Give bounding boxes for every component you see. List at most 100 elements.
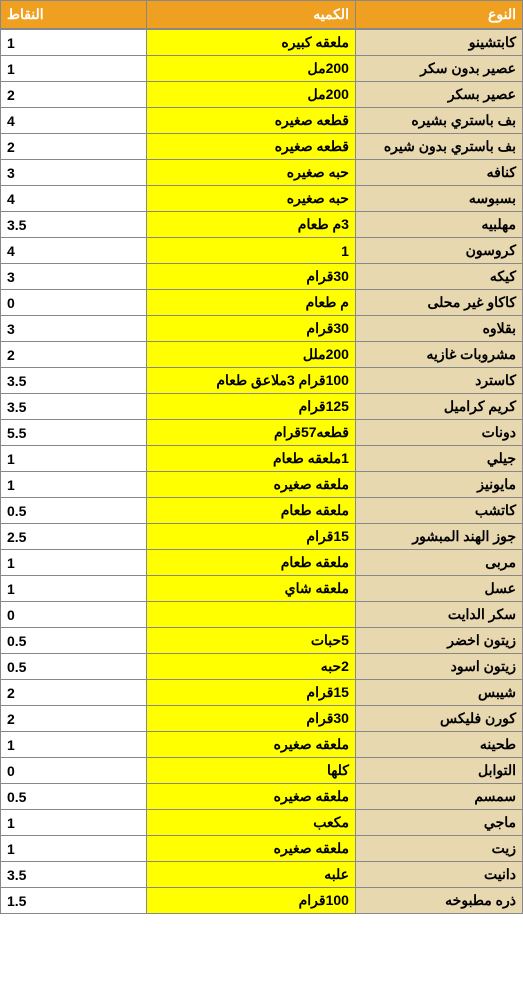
cell-type: عصير بسكر	[355, 82, 522, 108]
cell-type: بف باستري بدون شيره	[355, 134, 522, 160]
cell-quantity: قطعه صغيره	[147, 108, 356, 134]
table-row: بقلاوه30قرام3	[1, 316, 523, 342]
cell-points: 1	[1, 472, 147, 498]
cell-type: كيكه	[355, 264, 522, 290]
cell-quantity: 5حبات	[147, 628, 356, 654]
cell-quantity: ملعقه طعام	[147, 550, 356, 576]
header-type: النوع	[355, 1, 522, 29]
cell-quantity: 15قرام	[147, 524, 356, 550]
cell-type: كاسترد	[355, 368, 522, 394]
table-row: كنافهحبه صغيره3	[1, 160, 523, 186]
cell-quantity: 100قرام	[147, 888, 356, 914]
cell-type: كنافه	[355, 160, 522, 186]
cell-type: سكر الدايت	[355, 602, 522, 628]
cell-quantity: علبه	[147, 862, 356, 888]
table-row: كابتشينوملعقه كبيره1	[1, 30, 523, 56]
cell-quantity: ملعقه صغيره	[147, 784, 356, 810]
cell-quantity: كلها	[147, 758, 356, 784]
cell-quantity: حبه صغيره	[147, 186, 356, 212]
table-row: بف باستري بدون شيرهقطعه صغيره2	[1, 134, 523, 160]
cell-type: بف باستري بشيره	[355, 108, 522, 134]
table-row: زيتون اخضر5حبات0.5	[1, 628, 523, 654]
cell-quantity: 3م طعام	[147, 212, 356, 238]
cell-quantity: 30قرام	[147, 706, 356, 732]
table-row: ماجيمكعب1	[1, 810, 523, 836]
cell-points: 3.5	[1, 368, 147, 394]
cell-points: 1	[1, 810, 147, 836]
cell-type: كاتشب	[355, 498, 522, 524]
cell-quantity: 200مل	[147, 82, 356, 108]
table-row: مايونيزملعقه صغيره1	[1, 472, 523, 498]
cell-type: جوز الهند المبشور	[355, 524, 522, 550]
table-row: بسبوسهحبه صغيره4	[1, 186, 523, 212]
cell-quantity: 125قرام	[147, 394, 356, 420]
cell-quantity: ملعقه صغيره	[147, 732, 356, 758]
table-header-row: النوع الكميه النقاط	[1, 1, 523, 29]
cell-points: 3	[1, 316, 147, 342]
table-row: شيبس15قرام2	[1, 680, 523, 706]
table-row: جيلي1ملعقه طعام1	[1, 446, 523, 472]
cell-type: كريم كراميل	[355, 394, 522, 420]
table-row: عصير بدون سكر200مل1	[1, 56, 523, 82]
table-row: مربىملعقه طعام1	[1, 550, 523, 576]
cell-points: 1	[1, 732, 147, 758]
cell-type: مربى	[355, 550, 522, 576]
cell-quantity: قطعه صغيره	[147, 134, 356, 160]
cell-points: 1	[1, 576, 147, 602]
cell-quantity: 200مل	[147, 56, 356, 82]
cell-quantity: 30قرام	[147, 316, 356, 342]
cell-points: 5.5	[1, 420, 147, 446]
cell-points: 1	[1, 56, 147, 82]
cell-type: شيبس	[355, 680, 522, 706]
cell-quantity: 2حبه	[147, 654, 356, 680]
cell-quantity: 100قرام 3ملاعق طعام	[147, 368, 356, 394]
cell-points: 0	[1, 758, 147, 784]
header-quantity: الكميه	[147, 1, 356, 29]
table-row: كاتشبملعقه طعام0.5	[1, 498, 523, 524]
cell-points: 0.5	[1, 498, 147, 524]
cell-quantity: 15قرام	[147, 680, 356, 706]
cell-points: 0.5	[1, 784, 147, 810]
cell-points: 4	[1, 238, 147, 264]
cell-quantity: ملعقه شاي	[147, 576, 356, 602]
table-row: دانيتعلبه3.5	[1, 862, 523, 888]
table-row: كريم كراميل125قرام3.5	[1, 394, 523, 420]
cell-type: مايونيز	[355, 472, 522, 498]
cell-points: 3.5	[1, 394, 147, 420]
cell-quantity: ملعقه صغيره	[147, 472, 356, 498]
cell-type: ذره مطبوخه	[355, 888, 522, 914]
cell-type: كابتشينو	[355, 30, 522, 56]
cell-quantity: م طعام	[147, 290, 356, 316]
table-row: عسلملعقه شاي1	[1, 576, 523, 602]
cell-type: بقلاوه	[355, 316, 522, 342]
table-row: زيتون اسود2حبه0.5	[1, 654, 523, 680]
cell-points: 1.5	[1, 888, 147, 914]
cell-points: 4	[1, 186, 147, 212]
table-row: طحينهملعقه صغيره1	[1, 732, 523, 758]
cell-type: جيلي	[355, 446, 522, 472]
header-points: النقاط	[1, 1, 147, 29]
table-row: عصير بسكر200مل2	[1, 82, 523, 108]
cell-quantity: 1ملعقه طعام	[147, 446, 356, 472]
cell-type: عصير بدون سكر	[355, 56, 522, 82]
cell-quantity: حبه صغيره	[147, 160, 356, 186]
cell-type: عسل	[355, 576, 522, 602]
cell-quantity: 30قرام	[147, 264, 356, 290]
table-row: مهلبيه3م طعام3.5	[1, 212, 523, 238]
food-points-table: النوع الكميه النقاط كابتشينوملعقه كبيره1…	[0, 0, 523, 914]
cell-type: دونات	[355, 420, 522, 446]
table-row: مشروبات غازيه200ملل2	[1, 342, 523, 368]
cell-points: 0.5	[1, 654, 147, 680]
cell-type: كورن فليكس	[355, 706, 522, 732]
cell-points: 0	[1, 602, 147, 628]
table-row: كورن فليكس30قرام2	[1, 706, 523, 732]
table-row: كيكه30قرام3	[1, 264, 523, 290]
cell-quantity: 1	[147, 238, 356, 264]
cell-type: سمسم	[355, 784, 522, 810]
cell-type: زيتون اسود	[355, 654, 522, 680]
cell-type: زيت	[355, 836, 522, 862]
cell-type: كروسون	[355, 238, 522, 264]
cell-points: 3.5	[1, 212, 147, 238]
cell-points: 0.5	[1, 628, 147, 654]
cell-points: 1	[1, 836, 147, 862]
